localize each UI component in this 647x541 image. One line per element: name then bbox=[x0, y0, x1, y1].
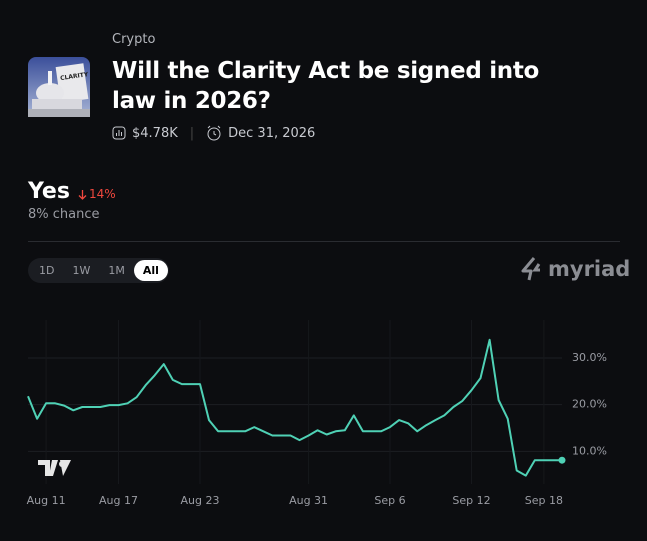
outcome-name: Yes bbox=[28, 179, 70, 204]
price-line bbox=[27, 338, 562, 477]
y-tick-label: 30.0% bbox=[572, 351, 607, 364]
svg-text:CLARITY: CLARITY bbox=[60, 71, 90, 82]
x-tick-label: Sep 12 bbox=[452, 494, 490, 507]
clock-icon bbox=[207, 125, 221, 141]
y-tick-label: 10.0% bbox=[572, 444, 607, 457]
x-tick-label: Sep 6 bbox=[374, 494, 405, 507]
range-button[interactable]: 1W bbox=[72, 264, 91, 277]
volume: $4.78K bbox=[132, 125, 178, 141]
outcome-chance: 8% chance bbox=[28, 207, 100, 222]
chart: 10.0% 20.0% 30.0% Aug 11 Aug 17 Aug 23 Aug 31 S… bbox=[27, 320, 607, 507]
end-date: Dec 31, 2026 bbox=[228, 125, 316, 141]
brand-name: myriad bbox=[548, 257, 631, 281]
x-tick-label: Aug 17 bbox=[99, 494, 138, 507]
tv-logo bbox=[38, 460, 71, 476]
market-image: CLARITY bbox=[28, 57, 90, 117]
x-tick-label: Aug 11 bbox=[27, 494, 66, 507]
last-point bbox=[558, 456, 566, 464]
change-value: 14% bbox=[89, 187, 116, 201]
market-meta: $4.78K | Dec 31, 2026 bbox=[112, 125, 315, 141]
volume-icon bbox=[112, 126, 126, 140]
x-tick-label: Aug 31 bbox=[289, 494, 328, 507]
x-tick-label: Sep 18 bbox=[525, 494, 563, 507]
outcome-change: 14% bbox=[78, 187, 116, 201]
range-button[interactable]: 1M bbox=[108, 264, 125, 277]
category: Crypto bbox=[112, 32, 156, 47]
range-button[interactable]: All bbox=[133, 260, 168, 281]
down-arrow bbox=[78, 189, 87, 200]
divider bbox=[28, 241, 620, 242]
range-button[interactable]: 1D bbox=[39, 264, 55, 277]
separator: | bbox=[189, 125, 195, 141]
brand-logo bbox=[521, 257, 541, 281]
range-selector: 1D 1W 1M All bbox=[28, 258, 169, 283]
market-title: Will the Clarity Act be signed into law … bbox=[112, 58, 540, 114]
y-tick-label: 20.0% bbox=[572, 398, 607, 411]
x-tick-label: Aug 23 bbox=[180, 494, 219, 507]
brand: myriad bbox=[520, 256, 630, 282]
